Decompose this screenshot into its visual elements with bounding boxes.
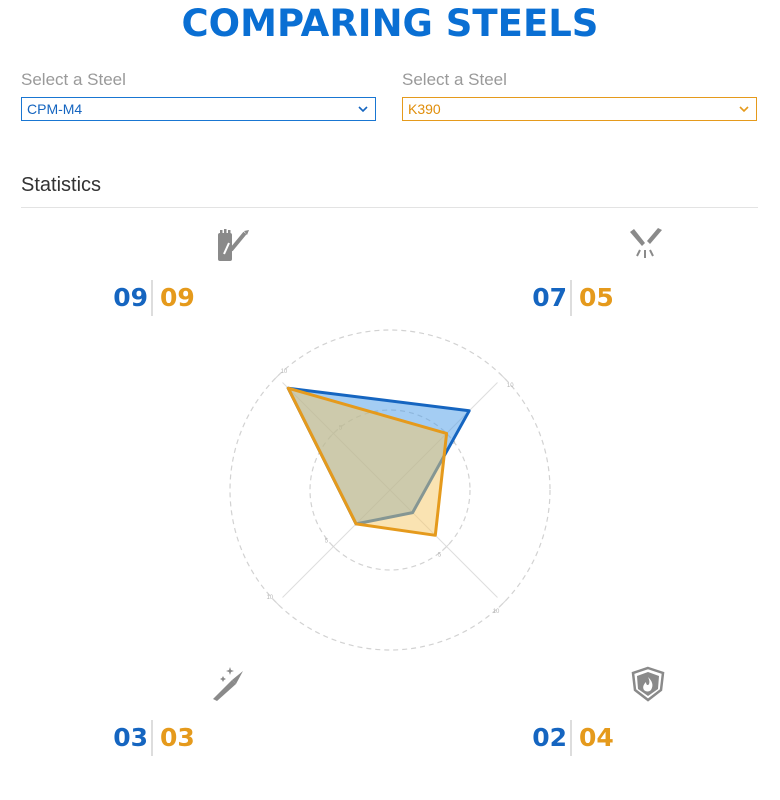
axis-tick-label: 5 xyxy=(325,538,329,544)
chevron-down-icon xyxy=(358,106,368,113)
axis-tick xyxy=(441,541,452,552)
stat-value-steel-2: 05 xyxy=(579,283,614,312)
steel-select-1-label: Select a Steel xyxy=(21,70,126,89)
stat-divider xyxy=(151,280,153,316)
axis-tick xyxy=(498,372,508,382)
axis-tick xyxy=(272,372,282,382)
stat-value-steel-2: 04 xyxy=(579,723,614,752)
stat-value-steel-1: 02 xyxy=(532,723,567,752)
stat-corrosion-resistance: 02 04 xyxy=(509,718,639,758)
steel-select-2-value: K390 xyxy=(408,101,441,117)
stat-value-steel-2: 09 xyxy=(160,283,195,312)
stat-value-steel-1: 09 xyxy=(113,283,148,312)
stat-divider xyxy=(570,280,572,316)
axis-tick xyxy=(328,541,339,552)
chevron-down-icon xyxy=(739,106,749,113)
axis-tick xyxy=(272,598,282,608)
grid-ring xyxy=(309,409,471,571)
corrosion-resistance-icon xyxy=(631,666,665,702)
stat-divider xyxy=(151,720,153,756)
axis-tick-label: 5 xyxy=(438,553,442,559)
steel-select-1-value: CPM-M4 xyxy=(27,101,83,117)
radar-chart: 510510510510 xyxy=(229,329,551,651)
steel-select-2-label: Select a Steel xyxy=(402,70,507,89)
toughness-icon xyxy=(630,228,662,258)
grid-ring xyxy=(229,329,551,651)
axis-tick xyxy=(498,598,508,608)
stat-value-steel-2: 03 xyxy=(160,723,195,752)
section-divider xyxy=(21,207,758,208)
axis-tick-label: 10 xyxy=(266,595,273,601)
page-title: COMPARING STEELS xyxy=(181,2,599,45)
axis-tick-label: 10 xyxy=(493,609,500,615)
stat-divider xyxy=(570,720,572,756)
axis-tick-label: 5 xyxy=(452,440,456,446)
section-title: Statistics xyxy=(21,174,102,196)
series-2-area xyxy=(286,386,449,537)
steel-select-2[interactable]: K390 xyxy=(402,97,757,121)
axis-tick-label: 10 xyxy=(281,369,288,375)
stat-ease-of-sharpening: 03 03 xyxy=(90,718,220,758)
stat-value-steel-1: 07 xyxy=(532,283,567,312)
stat-edge-retention: 09 09 xyxy=(90,278,220,318)
stat-toughness: 07 05 xyxy=(509,278,639,318)
axis-tick-label: 10 xyxy=(507,383,514,389)
steel-select-1[interactable]: CPM-M4 xyxy=(21,97,376,121)
ease-of-sharpening-icon xyxy=(213,667,243,701)
edge-retention-icon xyxy=(218,229,249,261)
stat-value-steel-1: 03 xyxy=(113,723,148,752)
